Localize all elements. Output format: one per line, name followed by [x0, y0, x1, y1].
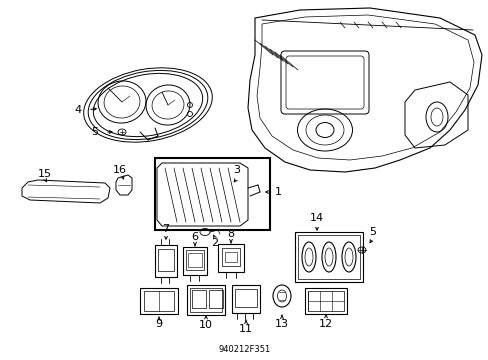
Bar — [222, 248, 240, 266]
Text: 16: 16 — [113, 165, 127, 175]
Bar — [231, 285, 260, 313]
Bar — [186, 285, 224, 315]
Bar — [158, 249, 174, 271]
Bar — [208, 290, 223, 308]
Bar — [185, 250, 203, 270]
Bar — [140, 288, 178, 314]
Text: 6: 6 — [191, 232, 198, 242]
Text: 5: 5 — [369, 227, 376, 237]
Text: 8: 8 — [227, 229, 234, 239]
Bar — [297, 235, 359, 279]
Bar — [218, 244, 244, 272]
Bar — [155, 158, 269, 230]
Text: 940212F351: 940212F351 — [219, 346, 270, 355]
Text: 1: 1 — [274, 187, 281, 197]
Text: 9: 9 — [155, 319, 162, 329]
Bar — [235, 289, 257, 307]
Bar — [307, 291, 343, 311]
Text: 3: 3 — [233, 165, 240, 175]
Text: 2: 2 — [211, 238, 218, 248]
Text: 10: 10 — [199, 320, 213, 330]
Text: 14: 14 — [309, 213, 324, 223]
Text: 13: 13 — [274, 319, 288, 329]
Text: 7: 7 — [162, 224, 169, 234]
Text: 15: 15 — [38, 169, 52, 179]
Bar — [155, 245, 177, 277]
Bar — [224, 252, 237, 262]
Bar — [190, 288, 222, 312]
Bar — [294, 232, 362, 282]
Text: 5: 5 — [91, 127, 98, 137]
Bar — [305, 288, 346, 314]
Text: 11: 11 — [239, 324, 252, 334]
Bar — [187, 253, 202, 267]
Bar — [183, 247, 206, 275]
Text: 4: 4 — [74, 105, 81, 115]
Bar — [192, 290, 205, 308]
Text: 12: 12 — [318, 319, 332, 329]
Bar — [143, 291, 174, 311]
